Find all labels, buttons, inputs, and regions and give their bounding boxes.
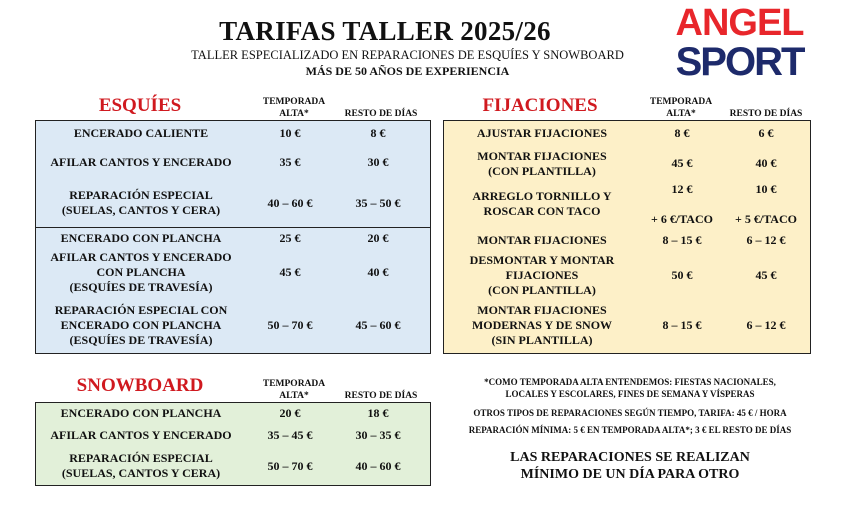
col-header-alta: TEMPORADA ALTA* <box>262 97 326 119</box>
price-resto: 6 – 12 € <box>746 232 786 247</box>
col-header-alta: TEMPORADA ALTA* <box>649 97 713 119</box>
col-header-resto: RESTO DE DÍAS <box>729 109 803 119</box>
col-header-resto: RESTO DE DÍAS <box>344 391 418 401</box>
price-alta: 12 € + 6 €/TACO <box>651 181 713 226</box>
price-resto: 6 € <box>758 126 774 140</box>
price-resto: 10 € + 5 €/TACO <box>735 181 797 226</box>
service-name: MONTAR FIJACIONES <box>477 232 607 247</box>
tagline: MÁS DE 50 AÑOS DE EXPERIENCIA <box>305 64 510 78</box>
angel-sport-logo: ANGEL SPORT <box>667 4 812 82</box>
service-name: AFILAR CANTOS Y ENCERADO CON PLANCHA (ES… <box>50 250 232 294</box>
logo-sport: SPORT <box>675 40 806 84</box>
price-resto: 30 € <box>367 155 389 169</box>
price-alta: 35 – 45 € <box>267 428 313 442</box>
service-name: ARREGLO TORNILLO Y ROSCAR CON TACO <box>472 189 612 218</box>
price-resto: 8 € <box>370 126 386 140</box>
price-alta: 10 € <box>279 126 301 140</box>
price-resto: 30 – 35 € <box>355 428 401 442</box>
logo-angel: ANGEL <box>675 2 805 44</box>
section-title-fijaciones: FIJACIONES <box>482 95 598 116</box>
note-otros: OTROS TIPOS DE REPARACIONES SEGÚN TIEMPO… <box>473 408 787 418</box>
service-name: DESMONTAR Y MONTAR FIJACIONES (CON PLANT… <box>469 252 615 297</box>
snowboard-table: ENCERADO CON PLANCHA 20 € 18 € AFILAR CANTO… <box>35 402 431 486</box>
fijaciones-row: MONTAR FIJACIONES MODERNAS Y DE SNOW (SI… <box>444 297 810 353</box>
price-alta: 8 – 15 € <box>662 232 702 247</box>
price-alta: 45 € <box>279 265 301 279</box>
esquies-row: ENCERADO CALIENTE 10 € 8 € <box>36 121 430 146</box>
service-name: AFILAR CANTOS Y ENCERADO <box>50 155 232 169</box>
snowboard-row: REPARACIÓN ESPECIAL (SUELAS, CANTOS Y CE… <box>36 447 430 485</box>
esquies-table: ENCERADO CALIENTE 10 € 8 € AFILAR CANTOS Y … <box>35 120 431 354</box>
service-name: AFILAR CANTOS Y ENCERADO <box>50 428 232 442</box>
price-resto: 6 – 12 € <box>746 317 786 332</box>
fijaciones-row: ARREGLO TORNILLO Y ROSCAR CON TACO 12 € +… <box>444 181 810 227</box>
price-alta: 25 € <box>279 231 301 245</box>
col-header-alta: TEMPORADA ALTA* <box>262 379 326 401</box>
price-resto: 45 – 60 € <box>355 317 401 332</box>
snowboard-row: ENCERADO CON PLANCHA 20 € 18 € <box>36 403 430 424</box>
fijaciones-row: MONTAR FIJACIONES (CON PLANTILLA) 45 € 40 … <box>444 146 810 181</box>
service-name: ENCERADO CALIENTE <box>73 126 209 140</box>
price-resto: 35 – 50 € <box>355 195 401 210</box>
price-alta: 35 € <box>279 155 301 169</box>
subtitle: TALLER ESPECIALIZADO EN REPARACIONES DE … <box>191 48 624 62</box>
service-name: ENCERADO CON PLANCHA <box>60 406 222 420</box>
col-header-resto: RESTO DE DÍAS <box>344 109 418 119</box>
price-alta: 8 € <box>674 126 690 140</box>
note-minima: REPARACIÓN MÍNIMA: 5 € EN TEMPORADA ALTA… <box>468 425 792 435</box>
note-temporada-alta: *COMO TEMPORADA ALTA ENTENDEMOS: FIESTAS… <box>484 377 776 399</box>
service-name: AJUSTAR FIJACIONES <box>476 126 608 140</box>
price-resto: 45 € <box>755 267 777 282</box>
section-title-esquies: ESQUÍES <box>98 95 182 116</box>
snowboard-row: AFILAR CANTOS Y ENCERADO 35 – 45 € 30 – 35… <box>36 424 430 447</box>
price-resto: 40 € <box>367 265 389 279</box>
esquies-row: AFILAR CANTOS Y ENCERADO 35 € 30 € <box>36 146 430 179</box>
price-alta: 8 – 15 € <box>662 317 702 332</box>
esquies-row: REPARACIÓN ESPECIAL CON ENCERADO CON PLA… <box>36 297 430 353</box>
service-name: MONTAR FIJACIONES MODERNAS Y DE SNOW (SI… <box>471 302 613 347</box>
price-resto: 18 € <box>367 406 389 420</box>
service-name: ENCERADO CON PLANCHA <box>60 231 222 245</box>
fijaciones-table: AJUSTAR FIJACIONES 8 € 6 € MONTAR FIJACIONE… <box>443 120 811 354</box>
section-title-snowboard: SNOWBOARD <box>76 375 204 396</box>
fijaciones-row: MONTAR FIJACIONES 8 – 15 € 6 – 12 € <box>444 227 810 253</box>
service-name: REPARACIÓN ESPECIAL (SUELAS, CANTOS Y CE… <box>61 451 221 480</box>
service-name: MONTAR FIJACIONES (CON PLANTILLA) <box>477 148 607 178</box>
price-alta: 50 € <box>671 267 693 282</box>
price-alta: 40 – 60 € <box>267 195 313 210</box>
service-name: REPARACIÓN ESPECIAL CON ENCERADO CON PLA… <box>54 302 228 347</box>
price-alta: 45 € <box>671 156 693 170</box>
price-resto: 20 € <box>367 231 389 245</box>
esquies-row: ENCERADO CON PLANCHA 25 € 20 € <box>36 227 430 249</box>
price-alta: 20 € <box>279 406 301 420</box>
page-title: TARIFAS TALLER 2025/26 <box>219 16 551 46</box>
price-resto: 40 € <box>755 156 777 170</box>
price-resto: 40 – 60 € <box>355 458 401 473</box>
esquies-row: REPARACIÓN ESPECIAL (SUELAS, CANTOS Y CE… <box>36 179 430 227</box>
esquies-row: AFILAR CANTOS Y ENCERADO CON PLANCHA (ES… <box>36 248 430 297</box>
note-plazo: LAS REPARACIONES SE REALIZAN MÍNIMO DE U… <box>510 450 750 482</box>
service-name: REPARACIÓN ESPECIAL (SUELAS, CANTOS Y CE… <box>61 188 221 217</box>
price-alta: 50 – 70 € <box>267 458 313 473</box>
fijaciones-row: AJUSTAR FIJACIONES 8 € 6 € <box>444 121 810 146</box>
fijaciones-row: DESMONTAR Y MONTAR FIJACIONES (CON PLANT… <box>444 253 810 297</box>
price-alta: 50 – 70 € <box>267 317 313 332</box>
